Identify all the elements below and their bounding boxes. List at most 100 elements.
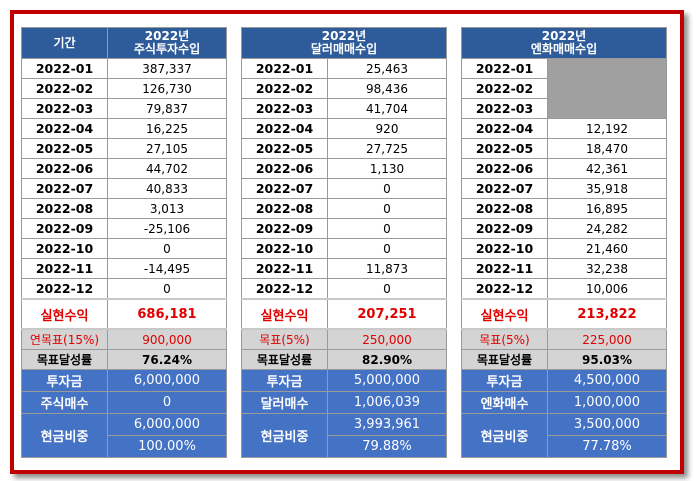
table-row: 2022-06 1,130 [241,158,447,179]
shares-value: 1,000,000 [547,391,667,414]
table-row: 2022-09 24,282 [461,218,667,239]
month-cell: 2022-12 [21,278,108,300]
table-row: 2022-10 0 [241,238,447,259]
shares-value: 0 [107,391,227,414]
cash-pct: 77.78% [547,435,667,458]
header-title: 2022년 달러매매수입 [241,27,447,59]
month-cell: 2022-09 [461,218,548,239]
value-cell: 79,837 [107,98,227,119]
shares-label: 주식매수 [21,391,108,414]
invest-label: 투자금 [241,369,328,392]
month-cell: 2022-03 [461,98,548,119]
table-row: 2022-07 40,833 [21,178,227,199]
month-cell: 2022-11 [21,258,108,279]
table-row: 2022-01 [461,58,667,119]
value-cell: 0 [327,198,447,219]
header-period: 기간 [21,27,108,59]
value-cell: 1,130 [327,158,447,179]
value-cell: 27,725 [327,138,447,159]
table-row: 2022-01 25,463 [241,58,447,79]
invest-label: 투자금 [21,369,108,392]
shares-label: 달러매수 [241,391,328,414]
month-cell: 2022-10 [241,238,328,259]
shares-row: 주식매수 0 [21,391,227,414]
month-cell: 2022-07 [241,178,328,199]
value-cell: 0 [327,278,447,300]
realized-row: 실현수익 207,251 [241,298,447,330]
table-row: 2022-12 0 [21,278,227,300]
table-header: 기간 2022년 주식투자수입 [21,27,227,59]
cash-amount: 6,000,000 [107,413,227,436]
month-cell: 2022-08 [21,198,108,219]
table-row: 2022-08 0 [241,198,447,219]
goal-value: 250,000 [327,328,447,350]
value-cell: 3,013 [107,198,227,219]
invest-row: 투자금 6,000,000 [21,369,227,392]
month-cell: 2022-08 [241,198,328,219]
table-row: 2022-03 41,704 [241,98,447,119]
value-cell: 10,006 [547,278,667,300]
table-row: 2022-02 126,730 [21,78,227,99]
goal-value: 225,000 [547,328,667,350]
month-cell: 2022-03 [241,98,328,119]
cash-pct: 79.88% [327,435,447,458]
month-cell: 2022-11 [461,258,548,279]
table-row: 2022-04 12,192 [461,118,667,139]
month-cell: 2022-01 [241,58,328,79]
table-row: 2022-10 21,460 [461,238,667,259]
goal-label: 연목표(15%) [21,328,108,350]
invest-label: 투자금 [461,369,548,392]
value-cell: 42,361 [547,158,667,179]
value-cell: 27,105 [107,138,227,159]
table-row: 2022-07 35,918 [461,178,667,199]
table-row: 2022-11 -14,495 [21,258,227,279]
table-row: 2022-06 44,702 [21,158,227,179]
table-row: 2022-06 42,361 [461,158,667,179]
month-cell: 2022-07 [461,178,548,199]
month-cell: 2022-10 [21,238,108,259]
value-cell: 21,460 [547,238,667,259]
realized-value: 207,251 [327,298,447,330]
table-row: 2022-04 920 [241,118,447,139]
realized-value: 686,181 [107,298,227,330]
month-cell: 2022-09 [21,218,108,239]
value-cell: 126,730 [107,78,227,99]
month-cell: 2022-03 [21,98,108,119]
month-cell: 2022-12 [461,278,548,300]
table-row: 2022-09 0 [241,218,447,239]
value-cell: -25,106 [107,218,227,239]
invest-value: 5,000,000 [327,369,447,392]
month-cell: 2022-04 [241,118,328,139]
dollar-income-table: 2022년 달러매매수입 2022-01 25,463 2022-02 98,436 … [241,27,447,458]
month-cell: 2022-06 [241,158,328,179]
rate-value: 82.90% [327,349,447,370]
goal-row: 연목표(15%) 900,000 [21,328,227,350]
value-cell: 11,873 [327,258,447,279]
cash-row: 현금비중 3,500,000 [461,413,667,458]
month-cell: 2022-04 [461,118,548,139]
table-row: 2022-11 32,238 [461,258,667,279]
table-row: 2022-03 79,837 [21,98,227,119]
table-row: 2022-04 16,225 [21,118,227,139]
empty-cell [547,58,667,119]
value-cell: 32,238 [547,258,667,279]
cash-pct-row: 79.88% [242,435,447,458]
table-header: 2022년 달러매매수입 [241,27,447,59]
rate-label: 목표달성률 [21,349,108,370]
goal-row: 목표(5%) 225,000 [461,328,667,350]
realized-row: 실현수익 213,822 [461,298,667,330]
table-row: 2022-12 10,006 [461,278,667,300]
month-cell: 2022-08 [461,198,548,219]
value-cell: 920 [327,118,447,139]
realized-label: 실현수익 [21,298,108,330]
rate-label: 목표달성률 [241,349,328,370]
table-row: 2022-05 27,725 [241,138,447,159]
value-cell: 0 [327,178,447,199]
yen-income-table: 2022년 엔화매매수입 2022-01 2022-02 2022-03 2022… [461,27,667,458]
rate-label: 목표달성률 [461,349,548,370]
value-cell: 18,470 [547,138,667,159]
month-cell: 2022-04 [21,118,108,139]
table-row: 2022-08 16,895 [461,198,667,219]
value-cell: 0 [327,218,447,239]
value-cell: 0 [327,238,447,259]
